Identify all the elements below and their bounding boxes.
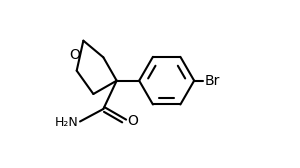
Text: H₂N: H₂N: [55, 116, 78, 129]
Text: Br: Br: [205, 74, 220, 88]
Text: O: O: [128, 114, 138, 128]
Text: O: O: [69, 48, 80, 62]
